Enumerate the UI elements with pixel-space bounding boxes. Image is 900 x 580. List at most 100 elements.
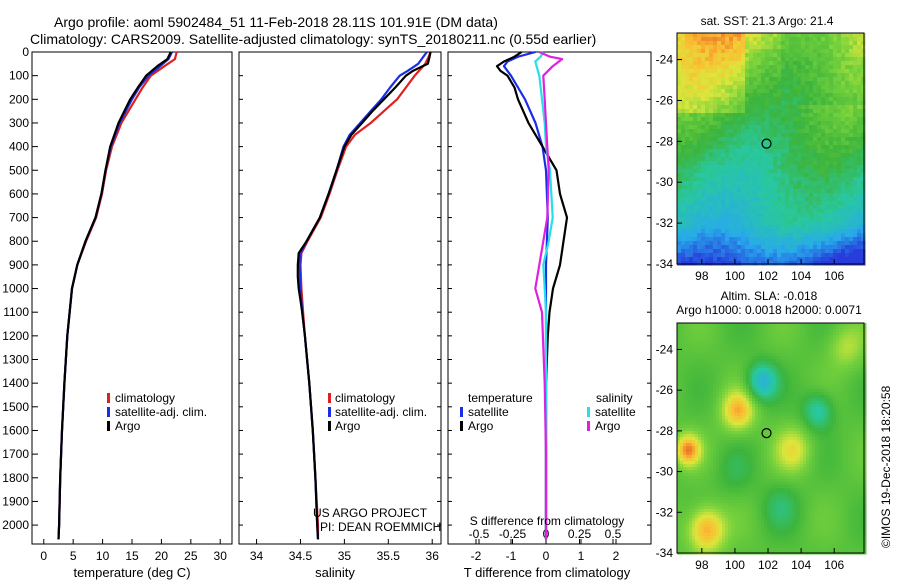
map-cell bbox=[825, 41, 830, 46]
map-cell bbox=[861, 109, 866, 114]
map-cell bbox=[729, 41, 734, 46]
map-cell bbox=[765, 101, 770, 106]
map-cell bbox=[698, 383, 702, 387]
map-cell bbox=[767, 332, 771, 336]
temperature-xlabel: temperature (deg C) bbox=[73, 565, 190, 580]
map-cell bbox=[848, 326, 852, 330]
map-cell bbox=[815, 392, 819, 396]
map-cell bbox=[743, 326, 747, 330]
map-cell bbox=[704, 389, 708, 393]
map-cell bbox=[749, 137, 754, 142]
map-cell bbox=[729, 145, 734, 150]
map-cell bbox=[806, 359, 810, 363]
map-cell bbox=[801, 93, 806, 98]
map-cell bbox=[812, 362, 816, 366]
map-cell bbox=[764, 353, 768, 357]
map-cell bbox=[805, 89, 810, 94]
map-cell bbox=[695, 362, 699, 366]
map-cell bbox=[839, 386, 843, 390]
map-cell bbox=[841, 253, 846, 258]
map-cell bbox=[813, 177, 818, 182]
map-cell bbox=[861, 57, 866, 62]
map-cell bbox=[729, 45, 734, 50]
map-cell bbox=[761, 221, 766, 226]
map-cell bbox=[777, 77, 782, 82]
map-cell bbox=[743, 353, 747, 357]
lat-tick-label: -28 bbox=[656, 134, 674, 148]
map-cell bbox=[833, 261, 838, 266]
map-cell bbox=[689, 129, 694, 134]
map-cell bbox=[725, 371, 729, 375]
map-cell bbox=[797, 335, 801, 339]
map-cell bbox=[830, 341, 834, 345]
map-cell bbox=[698, 362, 702, 366]
map-cell bbox=[853, 45, 858, 50]
map-cell bbox=[757, 77, 762, 82]
map-cell bbox=[773, 217, 778, 222]
map-cell bbox=[853, 213, 858, 218]
map-cell bbox=[857, 257, 862, 262]
map-cell bbox=[782, 410, 786, 414]
map-cell bbox=[677, 53, 682, 58]
map-cell bbox=[817, 197, 822, 202]
map-cell bbox=[685, 137, 690, 142]
map-cell bbox=[725, 133, 730, 138]
map-cell bbox=[689, 33, 694, 38]
map-cell bbox=[773, 257, 778, 262]
map-cell bbox=[845, 383, 849, 387]
map-cell bbox=[758, 326, 762, 330]
map-cell bbox=[697, 233, 702, 238]
map-cell bbox=[769, 169, 774, 174]
map-cell bbox=[845, 129, 850, 134]
map-cell bbox=[773, 85, 778, 90]
map-cell bbox=[686, 374, 690, 378]
map-cell bbox=[713, 33, 718, 38]
map-cell bbox=[794, 416, 798, 420]
map-cell bbox=[805, 61, 810, 66]
map-cell bbox=[693, 37, 698, 42]
map-cell bbox=[753, 165, 758, 170]
map-cell bbox=[809, 213, 814, 218]
map-cell bbox=[681, 33, 686, 38]
map-cell bbox=[793, 137, 798, 142]
map-cell bbox=[777, 261, 782, 266]
map-cell bbox=[689, 157, 694, 162]
map-cell bbox=[716, 335, 720, 339]
map-cell bbox=[839, 368, 843, 372]
map-cell bbox=[677, 77, 682, 82]
map-cell bbox=[686, 359, 690, 363]
map-cell bbox=[737, 181, 742, 186]
map-cell bbox=[685, 201, 690, 206]
map-cell bbox=[853, 37, 858, 42]
map-cell bbox=[841, 177, 846, 182]
map-cell bbox=[857, 45, 862, 50]
map-cell bbox=[685, 113, 690, 118]
map-cell bbox=[829, 61, 834, 66]
map-cell bbox=[681, 137, 686, 142]
depth-tick-label: 500 bbox=[9, 163, 29, 177]
map-cell bbox=[806, 413, 810, 417]
map-cell bbox=[833, 197, 838, 202]
map-cell bbox=[782, 395, 786, 399]
map-cell bbox=[830, 377, 834, 381]
map-cell bbox=[773, 261, 778, 266]
map-cell bbox=[833, 398, 837, 402]
map-cell bbox=[681, 113, 686, 118]
map-cell bbox=[813, 49, 818, 54]
map-cell bbox=[845, 416, 849, 420]
map-cell bbox=[725, 253, 730, 258]
map-cell bbox=[791, 323, 795, 327]
map-cell bbox=[698, 416, 702, 420]
map-cell bbox=[733, 61, 738, 66]
map-cell bbox=[737, 125, 742, 130]
map-cell bbox=[829, 33, 834, 38]
map-cell bbox=[817, 33, 822, 38]
map-cell bbox=[829, 169, 834, 174]
map-cell bbox=[782, 329, 786, 333]
map-cell bbox=[781, 249, 786, 254]
map-cell bbox=[849, 193, 854, 198]
map-cell bbox=[809, 401, 813, 405]
map-cell bbox=[809, 413, 813, 417]
map-cell bbox=[749, 81, 754, 86]
map-cell bbox=[821, 386, 825, 390]
